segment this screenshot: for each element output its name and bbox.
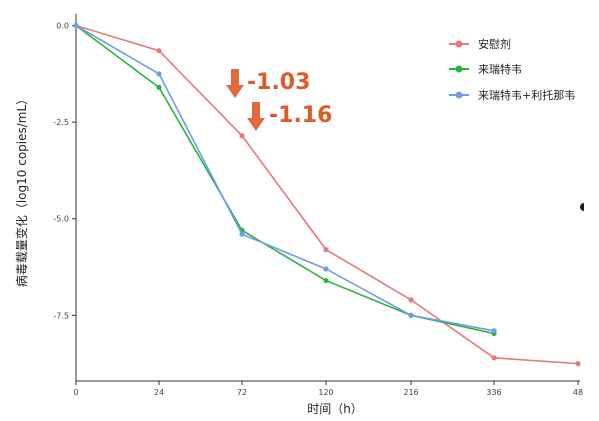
legend-label: 安慰剂 [478, 37, 511, 51]
y-axis-title: 病毒载量变化（log10 copies/mL） [14, 93, 29, 287]
y-tick-label: -7.5 [53, 311, 69, 320]
annotation-label: -1.16 [269, 103, 332, 128]
data-point-series-2 [323, 266, 329, 272]
down-arrow-icon [247, 102, 265, 131]
data-point-series-2 [73, 22, 79, 29]
legend-label: 来瑞特韦 [478, 62, 522, 76]
data-point-series-0 [408, 297, 414, 303]
legend-label: 来瑞特韦+利托那韦 [478, 88, 575, 102]
data-point-series-2 [156, 71, 162, 77]
annotation-combo-diff: -1.16 [247, 102, 332, 131]
annotation-placebo-diff: -1.03 [226, 69, 310, 98]
legend-key-dot [455, 40, 463, 48]
data-point-series-0 [323, 247, 329, 253]
data-point-series-1 [156, 84, 162, 90]
series-line-0 [75, 24, 579, 365]
data-point-series-1 [323, 277, 329, 284]
x-tick-label: 72 [237, 388, 247, 397]
edge-mark [580, 203, 584, 211]
y-tick-label: -5.0 [53, 215, 69, 224]
y-ticks: 0.0 -2.5 -5.0 -7.5 [53, 22, 76, 320]
data-point-series-2 [491, 328, 497, 334]
legend-key-dot [455, 65, 463, 73]
x-axis-title: 时间（h） [307, 402, 363, 416]
x-tick-label: 48 [573, 388, 583, 397]
y-tick-label: -2.5 [53, 118, 69, 127]
x-tick-label: 24 [154, 388, 164, 397]
series-layer [73, 22, 581, 367]
data-point-series-0 [156, 48, 162, 54]
data-point-series-2 [239, 231, 245, 237]
data-point-series-0 [575, 361, 581, 367]
x-tick-label: 216 [403, 388, 418, 397]
x-ticks: 0 24 72 120 216 336 48 [73, 381, 583, 397]
data-point-series-0 [239, 133, 245, 139]
legend-key-dot [455, 91, 463, 99]
annotation-label: -1.03 [247, 70, 310, 95]
down-arrow-icon [226, 69, 244, 98]
x-tick-label: 120 [318, 388, 333, 397]
x-tick-label: 0 [73, 388, 78, 397]
y-tick-label: 0.0 [56, 22, 69, 31]
x-tick-label: 336 [486, 388, 501, 397]
series-line-2 [75, 24, 495, 332]
data-point-series-2 [408, 312, 414, 318]
data-point-series-0 [491, 355, 497, 361]
